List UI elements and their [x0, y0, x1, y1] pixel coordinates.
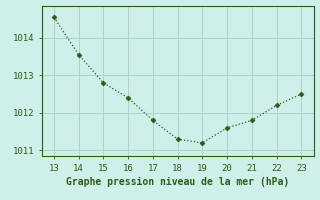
X-axis label: Graphe pression niveau de la mer (hPa): Graphe pression niveau de la mer (hPa)	[66, 177, 289, 187]
